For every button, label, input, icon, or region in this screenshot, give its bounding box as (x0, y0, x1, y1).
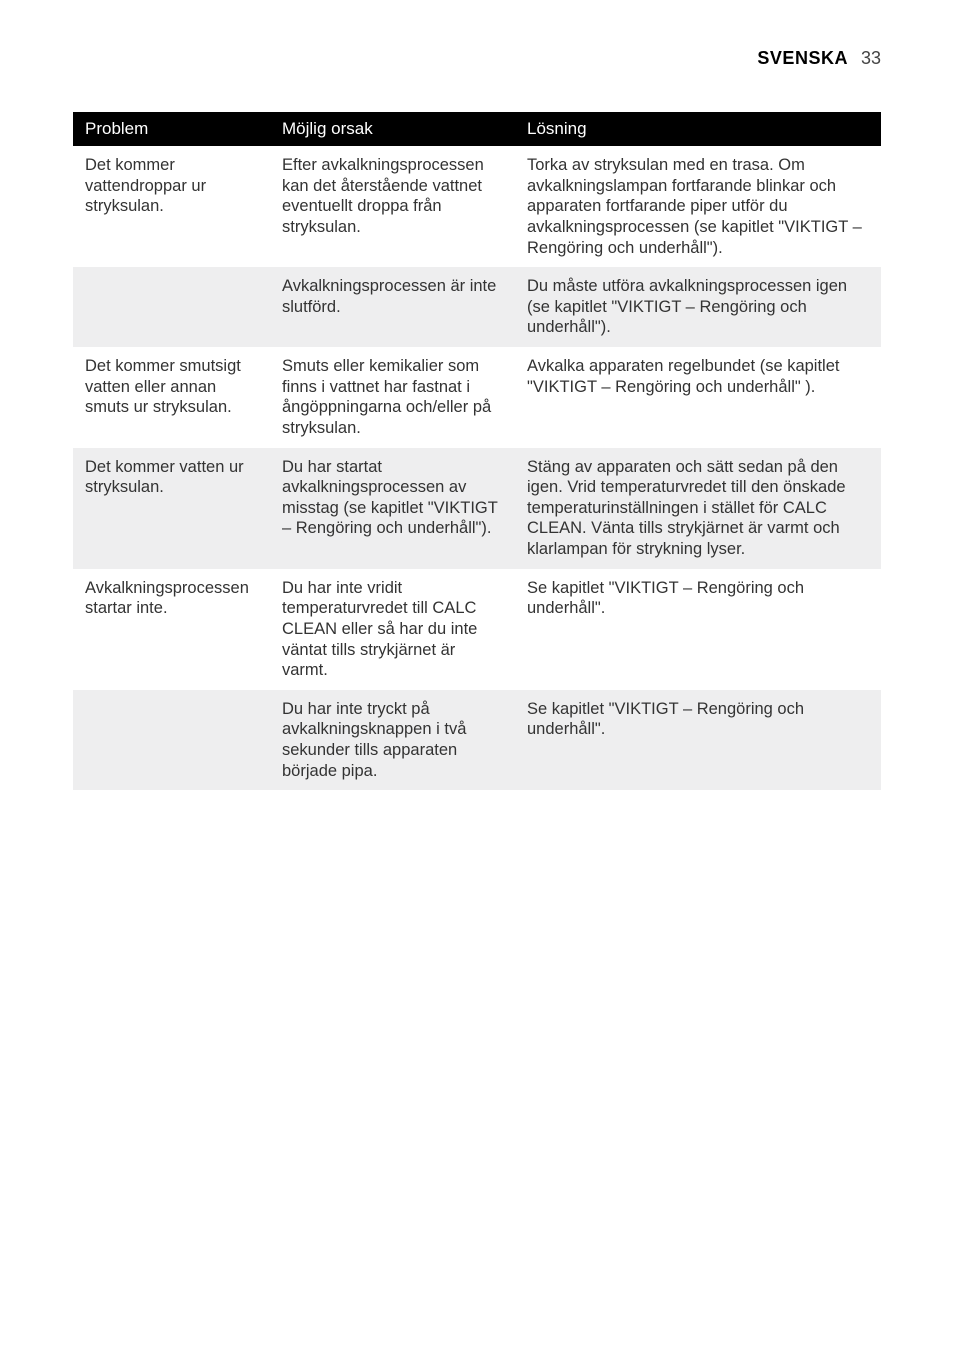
cell-cause: Du har inte tryckt på avkalkningsknappen… (270, 690, 515, 791)
table-row: Avkalkningsprocessen startar inte.Du har… (73, 569, 881, 690)
col-header-cause: Möjlig orsak (270, 112, 515, 146)
cell-problem (73, 690, 270, 791)
cell-cause: Avkalkningsprocessen är inte slutförd. (270, 267, 515, 347)
table-row: Det kommer vatten ur stryksulan.Du har s… (73, 448, 881, 569)
cell-problem: Det kommer smutsigt vatten eller annan s… (73, 347, 270, 448)
cell-solution: Du måste utföra avkalkningsprocessen ige… (515, 267, 881, 347)
cell-problem: Det kommer vattendroppar ur stryksulan. (73, 146, 270, 267)
col-header-solution: Lösning (515, 112, 881, 146)
cell-problem: Avkalkningsprocessen startar inte. (73, 569, 270, 690)
troubleshooting-table-wrap: Problem Möjlig orsak Lösning Det kommer … (73, 112, 881, 790)
cell-cause: Efter avkalkningsprocessen kan det åters… (270, 146, 515, 267)
troubleshooting-table: Problem Möjlig orsak Lösning Det kommer … (73, 112, 881, 790)
page-header: SVENSKA 33 (757, 48, 881, 69)
header-page-number: 33 (861, 48, 881, 68)
cell-solution: Stäng av apparaten och sätt sedan på den… (515, 448, 881, 569)
table-row: Det kommer smutsigt vatten eller annan s… (73, 347, 881, 448)
table-header-row: Problem Möjlig orsak Lösning (73, 112, 881, 146)
table-body: Det kommer vattendroppar ur stryksulan.E… (73, 146, 881, 790)
cell-problem (73, 267, 270, 347)
cell-solution: Se kapitlet "VIKTIGT – Rengöring och und… (515, 569, 881, 690)
cell-cause: Smuts eller kemikalier som finns i vattn… (270, 347, 515, 448)
cell-solution: Torka av stryksulan med en trasa. Om avk… (515, 146, 881, 267)
col-header-problem: Problem (73, 112, 270, 146)
cell-problem: Det kommer vatten ur stryksulan. (73, 448, 270, 569)
header-language: SVENSKA (757, 48, 848, 68)
cell-solution: Avkalka apparaten regelbundet (se kapitl… (515, 347, 881, 448)
cell-solution: Se kapitlet "VIKTIGT – Rengöring och und… (515, 690, 881, 791)
table-row: Du har inte tryckt på avkalkningsknappen… (73, 690, 881, 791)
table-row: Avkalkningsprocessen är inte slutförd.Du… (73, 267, 881, 347)
cell-cause: Du har startat avkalkningsprocessen av m… (270, 448, 515, 569)
cell-cause: Du har inte vridit temperaturvredet till… (270, 569, 515, 690)
table-row: Det kommer vattendroppar ur stryksulan.E… (73, 146, 881, 267)
